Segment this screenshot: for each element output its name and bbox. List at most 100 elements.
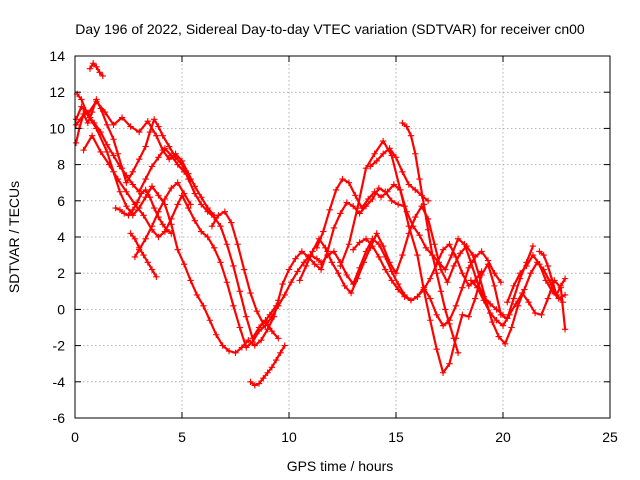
data-point <box>362 235 370 243</box>
data-point <box>129 168 136 176</box>
x-tick-label: 10 <box>281 429 297 445</box>
data-point <box>538 311 545 319</box>
data-point <box>392 270 400 277</box>
data-point <box>313 255 321 262</box>
data-point <box>153 273 160 281</box>
data-point <box>420 201 428 208</box>
data-point <box>328 259 335 266</box>
data-point <box>208 222 216 230</box>
data-point <box>491 270 498 277</box>
data-point <box>420 284 428 291</box>
data-point <box>127 230 134 237</box>
data-point <box>461 241 468 248</box>
data-point <box>553 291 560 299</box>
data-point <box>198 201 205 208</box>
x-tick-label: 25 <box>602 429 618 445</box>
data-point <box>446 241 453 248</box>
data-point <box>161 145 169 152</box>
data-point <box>165 155 173 163</box>
data-point <box>444 279 451 286</box>
data-point <box>330 224 338 232</box>
data-point <box>200 302 207 309</box>
data-point <box>317 266 325 273</box>
data-point <box>110 136 117 143</box>
series-line <box>352 237 502 327</box>
data-point <box>433 311 440 319</box>
data-point <box>236 324 243 331</box>
series-track-8 <box>131 179 194 261</box>
series-line <box>320 237 483 302</box>
data-point <box>298 248 306 255</box>
series-track-18 <box>367 145 432 204</box>
data-point <box>343 271 350 279</box>
data-point <box>407 132 415 139</box>
data-point <box>529 242 537 250</box>
data-point <box>155 123 162 130</box>
data-point <box>146 193 154 201</box>
data-point <box>168 184 175 192</box>
data-point <box>403 123 410 130</box>
data-point <box>230 262 237 270</box>
data-point <box>405 222 413 230</box>
data-point <box>296 277 303 284</box>
data-point <box>168 221 175 228</box>
data-point <box>491 282 498 290</box>
data-point <box>116 188 124 195</box>
x-tick-label: 20 <box>495 429 511 445</box>
data-point <box>465 282 472 290</box>
data-point <box>544 295 552 302</box>
data-point <box>159 132 166 139</box>
data-point <box>424 226 432 233</box>
data-point <box>457 250 464 257</box>
data-point <box>260 320 267 328</box>
data-point <box>424 197 432 204</box>
data-point <box>153 132 160 139</box>
data-point <box>497 279 505 286</box>
data-point <box>489 318 496 326</box>
data-point <box>163 226 171 233</box>
data-point <box>371 150 378 157</box>
data-point <box>549 277 556 284</box>
data-point <box>442 306 449 313</box>
series-line <box>75 92 192 193</box>
data-point <box>131 253 139 261</box>
data-point <box>215 212 222 219</box>
data-point <box>236 288 243 295</box>
data-point <box>136 128 143 136</box>
data-point <box>136 204 143 212</box>
data-point <box>442 266 449 273</box>
data-point <box>471 295 479 302</box>
data-point <box>427 295 434 302</box>
data-point <box>174 161 181 168</box>
data-point <box>480 297 487 304</box>
data-point <box>452 253 460 261</box>
data-point <box>330 248 338 255</box>
data-point <box>390 181 398 188</box>
data-point <box>142 235 149 243</box>
data-point <box>427 275 434 282</box>
data-point <box>88 132 96 139</box>
data-point <box>165 143 173 150</box>
data-point <box>320 228 327 235</box>
data-point <box>317 260 325 268</box>
data-point <box>257 336 265 344</box>
data-point <box>412 186 419 194</box>
data-point <box>121 210 128 217</box>
data-point <box>373 230 380 237</box>
y-tick-label: 12 <box>49 84 65 100</box>
chart-title: Day 196 of 2022, Sidereal Day-to-day VTE… <box>75 21 585 37</box>
y-tick-label: 2 <box>57 265 65 281</box>
data-point <box>112 204 119 212</box>
data-point <box>433 346 440 353</box>
data-point <box>459 311 466 319</box>
data-point <box>536 260 543 268</box>
data-point <box>86 114 94 121</box>
data-point <box>439 246 447 253</box>
data-point <box>198 228 205 235</box>
data-point <box>275 335 282 342</box>
data-point <box>399 251 406 259</box>
data-point <box>394 201 402 208</box>
data-point <box>384 188 391 195</box>
data-point <box>193 291 201 299</box>
data-point <box>561 275 569 282</box>
